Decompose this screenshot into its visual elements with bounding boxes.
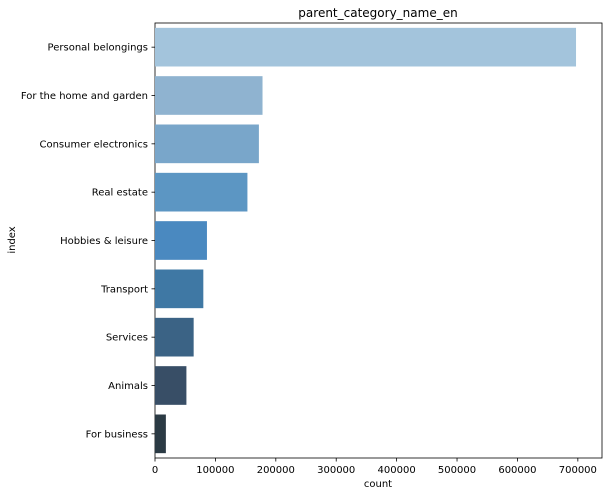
chart-title: parent_category_name_en [298,6,457,20]
x-tick-label: 400000 [378,465,416,476]
bar [155,221,207,260]
y-tick-label: Consumer electronics [39,139,148,150]
y-tick-label: Animals [108,381,148,392]
y-tick-label: Transport [100,284,148,295]
x-tick-label: 200000 [257,465,295,476]
x-tick-label: 300000 [317,465,355,476]
bar [155,172,248,212]
bar [155,124,259,164]
bar [155,269,204,309]
y-tick-label: For the home and garden [21,91,148,102]
x-axis-label: count [364,479,392,490]
y-tick-label: Services [106,333,148,344]
bar [155,76,263,115]
y-tick-label: Real estate [92,188,148,199]
bar [155,27,577,67]
bar [155,414,166,454]
x-tick-label: 0 [152,465,158,476]
x-tick-label: 500000 [438,465,476,476]
y-tick-label: For business [86,429,148,440]
y-tick-label: Hobbies & leisure [60,236,148,247]
bar [155,317,194,357]
y-tick-label: Personal belongings [48,43,148,54]
x-tick-label: 600000 [498,465,536,476]
x-tick-label: 100000 [196,465,234,476]
y-axis-label: index [7,226,18,253]
x-tick-label: 700000 [559,465,597,476]
bar [155,366,187,405]
